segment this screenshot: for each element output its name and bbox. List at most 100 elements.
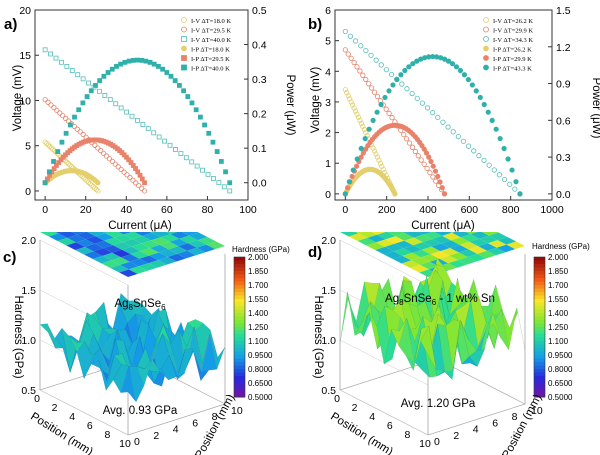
chart-d-map-cell [410,264,429,273]
chart-b-point [455,133,461,140]
chart-a-point [89,182,95,188]
chart-a-ytick-label: 5 [25,141,31,153]
chart-d-map-cell [401,260,421,268]
chart-a-point [214,149,220,154]
chart-b-point [358,120,364,126]
chart-b-legend-label: I-V ΔT=26.2 K [493,18,533,25]
chart-c-colorbar-tick: 0.6500 [248,379,273,388]
chart-d-colorbar-band [534,295,545,300]
chart-d-colorbar-band [534,341,545,345]
chart-d-map-cell [403,245,422,253]
chart-d-colorbar-band [534,309,545,314]
chart-b-point [352,108,359,114]
chart-d-surface-cell [493,308,509,351]
chart-a-point [210,139,216,145]
chart-c-xtick-label: 2 [52,402,58,414]
chart-a-point [126,58,132,64]
chart-c-map-cell [138,263,158,271]
chart-c-ztick-label: 0.5 [21,385,36,397]
chart-c-map-cell [84,243,104,252]
chart-a-point [183,155,189,161]
chart-d-colorbar-band [534,285,545,289]
chart-c-map-cell [166,232,178,235]
chart-a-xtick-label: 60 [161,204,173,216]
chart-c-zgrid [39,389,129,436]
chart-b-point [430,110,436,116]
chart-a-point [139,185,145,191]
chart-a-y2tick-label: 0.1 [252,143,267,155]
chart-a-point [124,109,129,115]
chart-b-point [435,173,441,180]
chart-b-legend-label: I-P ΔT=43.3 K [493,66,532,73]
chart-d-colorbar-title: Hardness (GPa) [532,242,590,251]
chart-a-y2tick-label: 0.5 [252,5,267,17]
chart-c-map-cell [129,258,149,267]
chart-a-point [172,78,178,84]
chart-a-point [130,57,136,63]
chart-c-map-cell [142,232,161,241]
chart-b-ytick-label: 0 [325,189,331,201]
chart-a-point [87,181,93,187]
chart-d-sample: Ag8SnSe6 - 1 wt% Sn [385,293,495,307]
chart-b-xtick-label: 0 [342,204,348,216]
chart-c-colorbar-band [234,376,245,380]
chart-a-y2label: Power (μW) [284,75,296,136]
chart-d-surface-cell [420,325,437,370]
chart-c-colorbar-band [234,383,245,387]
chart-d-average: Avg. 1.20 GPa [401,398,476,410]
chart-c-map-cell [188,232,208,241]
chart-d-map-cell [413,242,432,250]
chart-a-point [101,150,107,156]
chart-b-point [440,119,446,125]
chart-c-colorbar-band [234,358,245,363]
chart-b-point [348,99,354,105]
chart-a-point [59,59,64,65]
chart-b-legend-label: I-V ΔT=29.9 K [493,28,533,35]
chart-a-point [80,76,86,82]
chart-b-point [428,158,434,165]
chart-b-point [350,167,356,173]
chart-c-map-cell [123,232,143,239]
chart-c-map-cell [140,248,159,256]
chart-a-point [57,110,63,116]
chart-c-surface-cell [136,358,153,386]
chart-c-map-cell [85,236,105,244]
chart-c-map-cell [160,234,180,242]
chart-d-xtick-label: 6 [387,420,393,432]
chart-b-xtick-label: 800 [502,204,520,216]
chart-a-point [112,161,118,167]
chart-c-colorbar-band [234,334,245,338]
chart-d-map-cell [481,232,499,236]
chart-b-point [383,106,389,112]
chart-c-map-cell [141,240,160,248]
chart-c-colorbar-tick: 1.400 [248,309,269,318]
chart-a-legend-label: I-V ΔT=29.5 K [191,28,231,35]
chart-d-colorbar-tick: 1.700 [548,281,569,290]
chart-b-point [386,110,392,116]
chart-c-colorbar-band [234,285,245,289]
chart-a-point [84,178,90,184]
chart-b-point [481,101,487,108]
chart-a-point [67,162,73,168]
chart-d-map-cell [392,255,412,264]
chart-a-point [133,180,139,186]
chart-b-point [485,109,491,115]
chart-c-ytick-label: 0 [134,436,140,448]
chart-b-point [389,115,395,121]
chart-d-map-cell [458,257,477,265]
chart-b-point [380,166,386,172]
chart-d-colorbar-tick: 0.6500 [548,379,573,388]
chart-a-point [143,58,149,64]
chart-c-colorbar-band [234,320,245,324]
chart-c-map-cell [118,232,132,235]
chart-c-map-cell [113,242,132,250]
chart-c-colorbar-band [234,390,245,394]
chart-b-point [363,129,369,136]
chart-a-xtick-label: 100 [239,204,257,216]
chart-d-colorbar-band [534,393,545,398]
chart-d-map-cell [371,232,386,235]
chart-d-map-cell [469,238,488,247]
chart-a-point [218,159,224,164]
chart-a-legend-marker [181,64,187,71]
chart-c-surface-cell [120,366,137,403]
